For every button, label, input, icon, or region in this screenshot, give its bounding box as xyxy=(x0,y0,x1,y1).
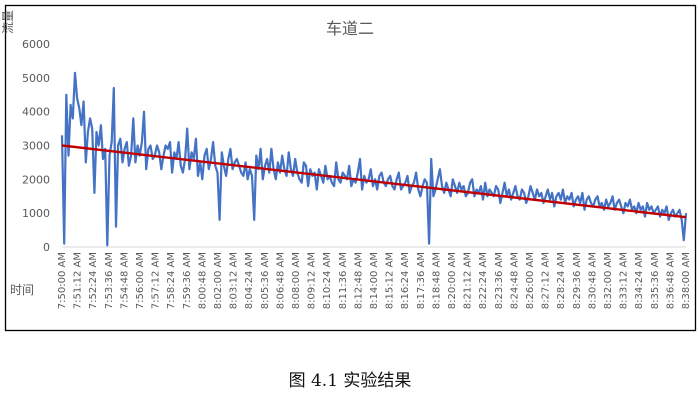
x-tick-label: 8:26:00 AM xyxy=(525,252,536,309)
y-tick-label: 0 xyxy=(43,241,50,254)
x-tick-label: 8:08:00 AM xyxy=(291,252,302,309)
x-tick-label: 8:21:12 AM xyxy=(463,252,474,309)
x-tick-label: 8:30:48 AM xyxy=(587,252,598,309)
x-tick-label: 8:22:24 AM xyxy=(478,252,489,309)
x-tick-label: 8:23:36 AM xyxy=(494,252,505,309)
x-tick-label: 7:54:48 AM xyxy=(119,252,130,309)
x-tick-label: 8:27:12 AM xyxy=(541,252,552,309)
x-tick-label: 8:35:36 AM xyxy=(650,252,661,309)
x-tick-label: 8:03:12 AM xyxy=(229,252,240,309)
x-tick-label: 8:32:00 AM xyxy=(603,252,614,309)
y-axis-ticks: 0 1000 2000 3000 4000 5000 6000 xyxy=(22,38,50,254)
figure-caption: 图 4.1 实验结果 xyxy=(288,371,412,391)
x-tick-label: 8:16:24 AM xyxy=(400,252,411,309)
x-tick-label: 8:14:00 AM xyxy=(369,252,380,309)
x-tick-label: 7:52:24 AM xyxy=(88,252,99,309)
x-tick-label: 8:24:48 AM xyxy=(509,252,520,309)
x-tick-label: 7:57:12 AM xyxy=(151,252,162,309)
x-tick-label: 8:18:48 AM xyxy=(431,252,442,309)
y-tick-label: 5000 xyxy=(22,72,50,85)
x-tick-label: 7:56:00 AM xyxy=(135,252,146,309)
x-tick-label: 7:53:36 AM xyxy=(104,252,115,309)
x-tick-label: 8:00:48 AM xyxy=(197,252,208,309)
x-tick-label: 8:17:36 AM xyxy=(416,252,427,309)
x-tick-label: 8:05:36 AM xyxy=(260,252,271,309)
x-tick-label: 8:02:00 AM xyxy=(213,252,224,309)
trend-line xyxy=(61,144,687,219)
x-tick-label: 8:33:12 AM xyxy=(619,252,630,309)
x-tick-label: 8:04:24 AM xyxy=(244,252,255,309)
y-tick-label: 2000 xyxy=(22,173,50,186)
y-tick-label: 1000 xyxy=(22,207,50,220)
x-tick-label: 7:59:36 AM xyxy=(182,252,193,309)
chart-title: 车道二 xyxy=(326,19,374,38)
x-tick-label: 8:20:00 AM xyxy=(447,252,458,309)
x-tick-label: 8:12:48 AM xyxy=(353,252,364,309)
x-tick-label: 8:28:24 AM xyxy=(556,252,567,309)
x-tick-label: 8:34:24 AM xyxy=(634,252,645,309)
x-tick-label: 8:09:12 AM xyxy=(307,252,318,309)
series-line xyxy=(60,71,688,247)
y-tick-label: 4000 xyxy=(22,106,50,119)
x-tick-label: 8:36:48 AM xyxy=(665,252,676,309)
x-tick-label: 8:11:36 AM xyxy=(338,252,349,309)
y-tick-label: 3000 xyxy=(22,140,50,153)
x-tick-label: 8:15:12 AM xyxy=(385,252,396,309)
x-tick-label: 8:10:24 AM xyxy=(322,252,333,309)
x-tick-label: 7:58:24 AM xyxy=(166,252,177,309)
y-tick-label: 6000 xyxy=(22,38,50,51)
x-tick-label: 7:51:12 AM xyxy=(73,252,84,309)
x-tick-label: 8:29:36 AM xyxy=(572,252,583,309)
y-axis-label: 流量 xyxy=(1,10,15,34)
x-axis-label: 时间 xyxy=(10,283,34,297)
x-tick-label: 8:38:00 AM xyxy=(681,252,692,309)
x-tick-label: 7:50:00 AM xyxy=(57,252,68,309)
x-tick-label: 8:06:48 AM xyxy=(275,252,286,309)
x-axis-ticks: 7:50:00 AM 7:51:12 AM 7:52:24 AM 7:53:36 AM… xyxy=(57,252,692,309)
